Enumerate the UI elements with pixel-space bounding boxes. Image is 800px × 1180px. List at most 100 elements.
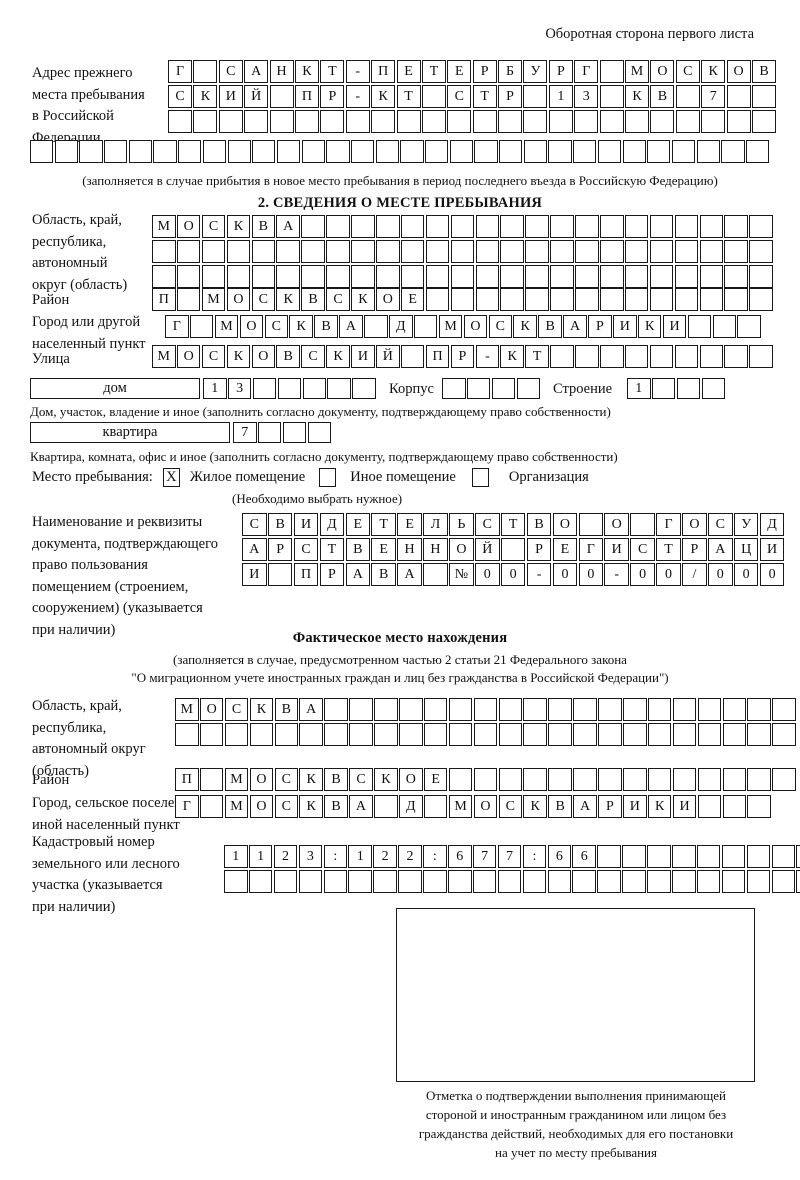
prev-address-r3-cell-16[interactable] — [574, 110, 599, 133]
region-r3-cell-13[interactable] — [475, 265, 500, 288]
region-r3-cell-9[interactable] — [376, 265, 400, 288]
region-r1-cell-7[interactable] — [326, 215, 350, 238]
document-r3-cell-4[interactable]: А — [345, 563, 371, 586]
region-r2-cell-9[interactable] — [376, 240, 400, 263]
actual-city-cell-4[interactable]: С — [274, 795, 299, 818]
prev-address-row-3[interactable] — [168, 110, 776, 133]
region-r1-cell-21[interactable] — [674, 215, 699, 238]
actual-region-r1-cell-5[interactable]: А — [299, 698, 323, 721]
region-r3-cell-19[interactable] — [624, 265, 649, 288]
street-cell-3[interactable]: К — [226, 345, 251, 368]
actual-region-r2-cell-15[interactable] — [548, 723, 572, 746]
prev-address-r2-cell-16[interactable]: 3 — [574, 85, 599, 108]
prev-address-r1-cell-21[interactable]: К — [701, 60, 726, 83]
prev-address-r4-cell-15[interactable] — [400, 140, 424, 163]
region-r3-cell-22[interactable] — [699, 265, 724, 288]
city-cell-19[interactable]: К — [637, 315, 662, 338]
street-cell-14[interactable]: К — [500, 345, 524, 368]
stroenie-cell-1[interactable] — [651, 378, 676, 399]
street-cell-11[interactable]: П — [425, 345, 450, 368]
document-r2-cell-8[interactable]: О — [449, 538, 474, 561]
document-r3-cell-9[interactable]: 0 — [475, 563, 500, 586]
district-cell-23[interactable] — [724, 288, 748, 311]
house-cell-6[interactable] — [352, 378, 376, 399]
prev-address-r3-cell-9[interactable] — [396, 110, 421, 133]
city-cell-7[interactable]: А — [339, 315, 363, 338]
region-r3-cell-11[interactable] — [425, 265, 450, 288]
cadastral-r1-cell-4[interactable]: : — [323, 845, 348, 868]
actual-city-cell-19[interactable]: К — [647, 795, 672, 818]
region-r2-cell-0[interactable] — [152, 240, 176, 263]
city-cell-10[interactable] — [413, 315, 438, 338]
cadastral-r2-cell-23[interactable] — [796, 870, 800, 893]
document-r3-cell-6[interactable]: А — [397, 563, 422, 586]
street-cell-19[interactable] — [624, 345, 649, 368]
prev-address-r4-cell-4[interactable] — [128, 140, 153, 163]
prev-address-r1-cell-9[interactable]: Е — [396, 60, 421, 83]
actual-district-cell-23[interactable] — [747, 768, 771, 791]
region-r3-cell-16[interactable] — [550, 265, 574, 288]
prev-address-r3-cell-5[interactable] — [294, 110, 319, 133]
district-cell-1[interactable] — [176, 288, 201, 311]
region-r3-cell-8[interactable] — [351, 265, 375, 288]
prev-address-r3-cell-20[interactable] — [675, 110, 700, 133]
region-r1-cell-22[interactable] — [699, 215, 724, 238]
district-cell-20[interactable] — [649, 288, 674, 311]
cadastral-r1-cell-12[interactable]: : — [522, 845, 547, 868]
actual-city-cell-21[interactable] — [697, 795, 722, 818]
region-r1-cell-12[interactable] — [450, 215, 475, 238]
prev-address-r4-cell-13[interactable] — [350, 140, 375, 163]
city-cell-23[interactable] — [737, 315, 761, 338]
cadastral-r1-cell-22[interactable] — [771, 845, 796, 868]
cadastral-r1-cell-19[interactable] — [696, 845, 721, 868]
region-r1-cell-6[interactable] — [301, 215, 325, 238]
actual-city-cell-7[interactable]: А — [349, 795, 373, 818]
prev-address-r4-cell-17[interactable] — [449, 140, 473, 163]
cadastral-r2-cell-20[interactable] — [721, 870, 746, 893]
document-r1-cell-4[interactable]: Е — [345, 513, 371, 536]
prev-address-r1-cell-14[interactable]: У — [523, 60, 548, 83]
actual-district-cell-8[interactable]: К — [374, 768, 398, 791]
actual-region-r1-cell-22[interactable] — [722, 698, 747, 721]
prev-address-r2-cell-7[interactable]: - — [345, 85, 370, 108]
prev-address-r2-cell-13[interactable]: Р — [498, 85, 523, 108]
prev-address-r2-cell-11[interactable]: С — [447, 85, 472, 108]
actual-region-r1-cell-19[interactable] — [647, 698, 672, 721]
actual-region-r1-cell-17[interactable] — [598, 698, 622, 721]
prev-address-r2-cell-19[interactable]: В — [650, 85, 675, 108]
cadastral-r1-cell-5[interactable]: 1 — [348, 845, 372, 868]
district-cell-10[interactable]: Е — [400, 288, 425, 311]
region-r2-cell-3[interactable] — [226, 240, 251, 263]
prev-address-r1-cell-16[interactable]: Г — [574, 60, 599, 83]
actual-region-r1-cell-12[interactable] — [473, 698, 498, 721]
prev-address-r1-cell-6[interactable]: Т — [320, 60, 345, 83]
district-cell-7[interactable]: С — [326, 288, 350, 311]
document-r1-cell-11[interactable]: В — [526, 513, 552, 536]
cadastral-r2-cell-19[interactable] — [696, 870, 721, 893]
flat-cell-2[interactable] — [282, 422, 307, 443]
actual-region-r1-cell-4[interactable]: В — [274, 698, 299, 721]
region-r3-cell-4[interactable] — [251, 265, 276, 288]
cadastral-r1-cell-14[interactable]: 6 — [572, 845, 596, 868]
actual-region-r2-cell-18[interactable] — [623, 723, 647, 746]
actual-region-r1-cell-23[interactable] — [747, 698, 771, 721]
prev-address-r1-cell-15[interactable]: Р — [548, 60, 573, 83]
flat-cell-0[interactable]: 7 — [233, 422, 257, 443]
prev-address-r1-cell-1[interactable] — [193, 60, 218, 83]
cadastral-r2-cell-13[interactable] — [547, 870, 572, 893]
house-cell-1[interactable]: 3 — [227, 378, 252, 399]
document-r2-cell-18[interactable]: А — [708, 538, 733, 561]
region-r2-cell-1[interactable] — [176, 240, 201, 263]
document-r2-cell-17[interactable]: Р — [682, 538, 707, 561]
cadastral-r2-cell-2[interactable] — [273, 870, 298, 893]
document-r1-cell-6[interactable]: Е — [397, 513, 422, 536]
cadastral-r2-cell-22[interactable] — [771, 870, 796, 893]
district-cell-5[interactable]: К — [276, 288, 300, 311]
actual-district-cell-16[interactable] — [573, 768, 597, 791]
region-r2-cell-13[interactable] — [475, 240, 500, 263]
region-r1-cell-23[interactable] — [724, 215, 748, 238]
actual-city-cell-15[interactable]: В — [548, 795, 572, 818]
actual-region-r1-cell-10[interactable] — [423, 698, 448, 721]
